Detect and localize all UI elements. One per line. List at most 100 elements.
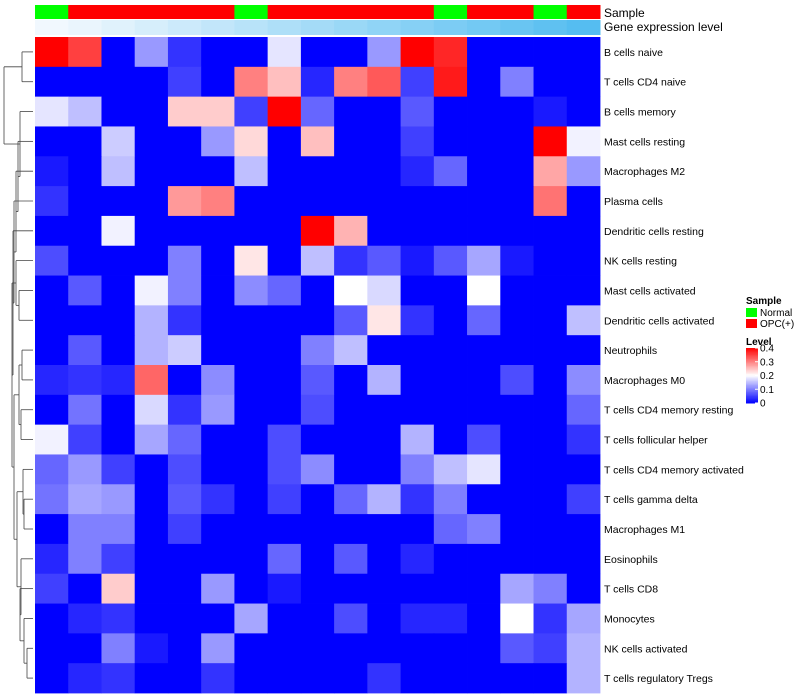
heatmap-cell: [500, 454, 534, 485]
legend-opc-swatch: [746, 319, 757, 328]
heatmap-cell: [400, 543, 435, 575]
heatmap-cell: [167, 186, 202, 217]
heatmap-cell: [68, 603, 102, 634]
heatmap-cell: [167, 215, 202, 247]
heatmap-cell: [334, 514, 368, 545]
heatmap-cell: [367, 454, 401, 485]
row-label: Eosinophils: [604, 554, 658, 566]
heatmap-cell: [566, 484, 601, 515]
heatmap-cell: [566, 245, 601, 276]
heatmap-cell: [566, 365, 601, 396]
heatmap-cell: [533, 394, 568, 426]
heatmap-cell: [68, 66, 102, 98]
heatmap-cell: [35, 663, 69, 694]
heatmap-cell: [367, 96, 401, 127]
heatmap-cell: [35, 484, 69, 515]
heatmap-cell: [367, 514, 401, 545]
heatmap-cell: [433, 215, 468, 247]
heatmap-cell: [334, 245, 368, 276]
heatmap-cell: [300, 424, 335, 455]
heatmap-cell: [433, 663, 468, 694]
row-label: T cells CD4 memory resting: [604, 405, 733, 417]
colorbar-segment: [746, 365, 758, 368]
heatmap-cell: [201, 454, 235, 485]
expression-annotation-cell: [201, 20, 235, 35]
heatmap-cell: [101, 603, 136, 634]
heatmap-cell: [334, 394, 368, 426]
heatmap-cell: [566, 394, 601, 426]
heatmap-cell: [167, 514, 202, 545]
heatmap-cell: [467, 335, 501, 366]
heatmap-cell: [201, 66, 235, 98]
heatmap-cell: [134, 633, 169, 664]
heatmap-cell: [300, 603, 335, 634]
heatmap-cell: [300, 186, 335, 217]
heatmap-cell: [300, 484, 335, 515]
heatmap-cell: [400, 365, 435, 396]
heatmap-cell: [35, 514, 69, 545]
heatmap-cell: [533, 573, 568, 604]
heatmap-cell: [267, 275, 302, 306]
expression-annotation-cell: [334, 20, 368, 35]
heatmap-cell: [300, 305, 335, 336]
heatmap-cell: [566, 663, 601, 694]
heatmap-cell: [400, 126, 435, 157]
heatmap-cell: [334, 96, 368, 127]
heatmap-cell: [134, 394, 169, 426]
heatmap-cell: [134, 603, 169, 634]
heatmap-cell: [300, 215, 335, 247]
colorbar-segment: [746, 389, 758, 392]
heatmap-cell: [533, 335, 568, 366]
sample-annotation-cell: [134, 5, 169, 19]
colorbar-segment: [746, 398, 758, 401]
sample-annotation-cell: [234, 5, 269, 19]
sample-annotation-cell: [201, 5, 235, 19]
heatmap-cell: [467, 484, 501, 515]
level-legend-title: Level: [746, 337, 772, 348]
heatmap-cell: [334, 275, 368, 306]
heatmap-cell: [35, 573, 69, 604]
heatmap-cell: [400, 305, 435, 336]
heatmap-cell: [167, 66, 202, 98]
heatmap-cell: [533, 66, 568, 98]
heatmap-cell: [134, 156, 169, 187]
heatmap-cell: [300, 275, 335, 306]
sample-annotation-cell: [300, 5, 335, 19]
heatmap-cell: [267, 514, 302, 545]
heatmap-cell: [68, 394, 102, 426]
heatmap-cell: [533, 305, 568, 336]
heatmap-cell: [167, 663, 202, 694]
heatmap-cell: [533, 454, 568, 485]
heatmap-cell: [500, 633, 534, 664]
heatmap-cell: [334, 305, 368, 336]
heatmap-cell: [400, 275, 435, 306]
heatmap-cell: [101, 394, 136, 426]
colorbar-segment: [746, 378, 758, 381]
heatmap-cell: [467, 37, 501, 68]
heatmap-cell: [334, 663, 368, 694]
expression-level-annotation-label: Gene expression level: [604, 20, 723, 34]
colorbar-segment: [746, 356, 758, 359]
heatmap-cell: [467, 245, 501, 276]
heatmap-cell: [566, 186, 601, 217]
heatmap-cell: [367, 37, 401, 68]
heatmap-cell: [234, 215, 269, 247]
sample-annotation-cell: [267, 5, 302, 19]
heatmap-cell: [433, 543, 468, 575]
sample-annotation-cell: [566, 5, 601, 19]
heatmap-cell: [533, 663, 568, 694]
heatmap-cell: [566, 603, 601, 634]
heatmap-cell: [68, 335, 102, 366]
colorbar-tick-label: 0.3: [760, 357, 774, 368]
colorbar-segment: [746, 393, 758, 396]
expression-annotation-cell: [167, 20, 202, 35]
heatmap-cell: [566, 126, 601, 157]
row-label: T cells follicular helper: [604, 435, 708, 447]
heatmap-cell: [300, 37, 335, 68]
heatmap-cell: [400, 573, 435, 604]
heatmap-cell: [267, 603, 302, 634]
heatmap-cell: [35, 335, 69, 366]
heatmap-cell: [101, 186, 136, 217]
colorbar-tick-label: 0.1: [760, 385, 774, 396]
row-label: Neutrophils: [604, 345, 657, 357]
